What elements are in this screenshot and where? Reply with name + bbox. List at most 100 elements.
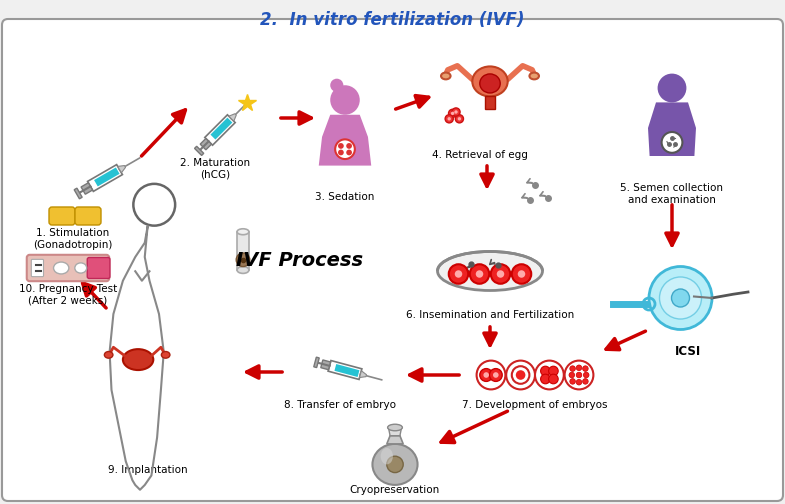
- Circle shape: [582, 366, 588, 371]
- Ellipse shape: [381, 448, 393, 464]
- Ellipse shape: [388, 424, 403, 431]
- Circle shape: [338, 143, 344, 149]
- Ellipse shape: [53, 262, 69, 274]
- Ellipse shape: [162, 351, 170, 358]
- Ellipse shape: [237, 229, 249, 235]
- FancyBboxPatch shape: [2, 19, 783, 501]
- FancyBboxPatch shape: [87, 258, 110, 279]
- Circle shape: [582, 379, 588, 384]
- Circle shape: [497, 270, 504, 278]
- Circle shape: [335, 140, 355, 159]
- Ellipse shape: [473, 67, 508, 96]
- Circle shape: [576, 372, 582, 378]
- Circle shape: [448, 109, 457, 117]
- Text: 8. Transfer of embryo: 8. Transfer of embryo: [284, 400, 396, 410]
- Polygon shape: [237, 232, 249, 270]
- Polygon shape: [321, 360, 330, 370]
- Circle shape: [452, 108, 460, 116]
- Circle shape: [541, 374, 550, 384]
- Circle shape: [236, 253, 250, 267]
- Text: 1. Stimulation
(Gonadotropin): 1. Stimulation (Gonadotropin): [33, 228, 113, 249]
- Text: 3. Sedation: 3. Sedation: [316, 192, 374, 202]
- Ellipse shape: [441, 73, 451, 79]
- Polygon shape: [81, 183, 93, 194]
- Text: 7. Development of embryos: 7. Development of embryos: [462, 400, 608, 410]
- Text: 4. Retrieval of egg: 4. Retrieval of egg: [432, 150, 528, 160]
- Circle shape: [649, 267, 712, 330]
- FancyBboxPatch shape: [49, 207, 75, 225]
- Circle shape: [570, 366, 575, 371]
- Text: 2. Maturation
(hCG): 2. Maturation (hCG): [180, 158, 250, 179]
- Polygon shape: [200, 139, 211, 150]
- Circle shape: [549, 374, 558, 384]
- Circle shape: [512, 264, 531, 284]
- Circle shape: [447, 117, 451, 120]
- Circle shape: [576, 380, 582, 385]
- Circle shape: [583, 372, 589, 378]
- Text: ICSI: ICSI: [675, 345, 701, 358]
- Polygon shape: [314, 357, 319, 367]
- Circle shape: [659, 277, 702, 319]
- FancyBboxPatch shape: [27, 255, 109, 281]
- Ellipse shape: [104, 351, 113, 358]
- Circle shape: [564, 360, 593, 390]
- Polygon shape: [75, 188, 82, 199]
- Ellipse shape: [123, 349, 153, 370]
- Circle shape: [480, 368, 493, 382]
- Circle shape: [489, 368, 502, 382]
- Circle shape: [671, 289, 689, 307]
- Circle shape: [535, 360, 564, 390]
- Circle shape: [346, 150, 352, 155]
- Circle shape: [484, 372, 489, 378]
- Text: 6. Insemination and Fertilization: 6. Insemination and Fertilization: [406, 310, 574, 320]
- Polygon shape: [389, 427, 402, 435]
- Circle shape: [451, 112, 455, 115]
- Circle shape: [469, 264, 489, 284]
- Circle shape: [455, 270, 462, 278]
- Polygon shape: [88, 165, 122, 192]
- Circle shape: [458, 117, 461, 120]
- Text: 5. Semen collection
and examination: 5. Semen collection and examination: [620, 183, 724, 205]
- Circle shape: [491, 264, 510, 284]
- Circle shape: [455, 115, 463, 123]
- Polygon shape: [210, 117, 232, 140]
- Text: 10. Pregnancy Test
(After 2 weeks): 10. Pregnancy Test (After 2 weeks): [19, 284, 117, 305]
- Polygon shape: [319, 115, 371, 166]
- Polygon shape: [328, 360, 362, 380]
- Circle shape: [330, 79, 343, 92]
- Circle shape: [476, 270, 484, 278]
- Circle shape: [455, 110, 458, 114]
- Circle shape: [518, 270, 525, 278]
- Circle shape: [541, 366, 550, 376]
- Polygon shape: [648, 102, 696, 156]
- Text: Cryopreservation: Cryopreservation: [350, 485, 440, 495]
- Circle shape: [570, 379, 575, 384]
- Polygon shape: [195, 146, 204, 155]
- Polygon shape: [334, 364, 360, 377]
- Circle shape: [658, 74, 686, 102]
- Circle shape: [445, 115, 453, 123]
- Circle shape: [330, 85, 360, 115]
- Circle shape: [569, 372, 575, 378]
- Ellipse shape: [529, 73, 539, 79]
- FancyBboxPatch shape: [31, 260, 43, 277]
- Circle shape: [346, 143, 352, 149]
- Ellipse shape: [372, 444, 418, 485]
- Polygon shape: [360, 371, 367, 377]
- Circle shape: [338, 150, 344, 155]
- Polygon shape: [118, 165, 126, 173]
- Ellipse shape: [237, 267, 249, 273]
- Circle shape: [476, 360, 506, 390]
- Circle shape: [493, 372, 498, 378]
- Circle shape: [449, 264, 468, 284]
- Polygon shape: [387, 435, 403, 444]
- Text: 9. Implantation: 9. Implantation: [108, 465, 188, 475]
- Circle shape: [387, 456, 403, 473]
- Text: IVF Process: IVF Process: [236, 250, 363, 270]
- Circle shape: [662, 132, 682, 153]
- FancyBboxPatch shape: [75, 207, 101, 225]
- Ellipse shape: [75, 263, 86, 273]
- Polygon shape: [205, 115, 236, 145]
- Circle shape: [506, 360, 535, 390]
- Circle shape: [516, 370, 525, 380]
